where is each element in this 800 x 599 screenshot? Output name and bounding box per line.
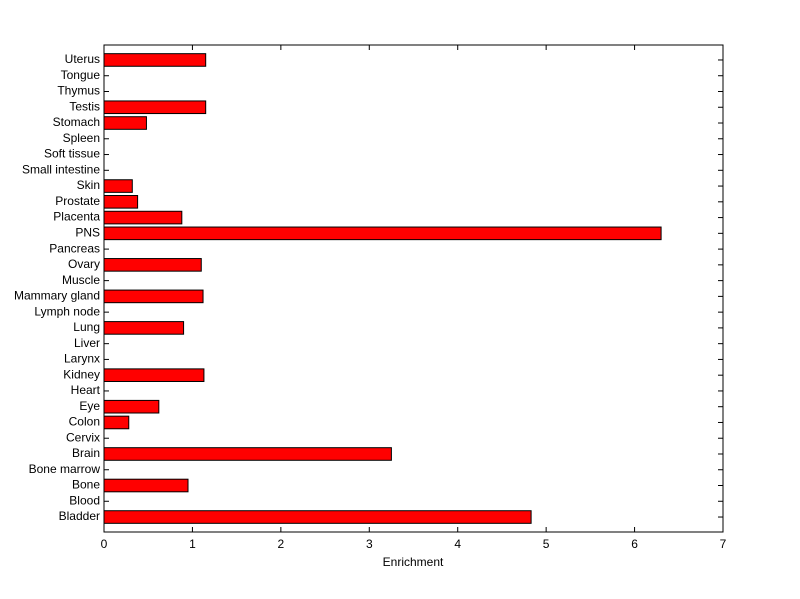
y-tick-label: Eye	[79, 399, 100, 413]
x-tick-label: 5	[543, 537, 550, 551]
y-tick-label: Larynx	[64, 352, 100, 366]
y-tick-label: Ovary	[68, 257, 100, 271]
y-tick-label: Tongue	[61, 68, 101, 82]
y-tick-label: Placenta	[53, 210, 100, 224]
x-tick-label: 0	[101, 537, 108, 551]
y-tick-label: Liver	[74, 336, 100, 350]
bar	[103, 258, 202, 272]
y-tick-label: Soft tissue	[44, 147, 100, 161]
y-tick-label: Thymus	[57, 84, 100, 98]
bar	[103, 399, 160, 414]
bar	[103, 116, 147, 130]
x-tick-label: 1	[189, 537, 196, 551]
y-tick-label: Mammary gland	[14, 289, 100, 303]
y-tick-label: Prostate	[55, 194, 100, 208]
bar	[103, 100, 207, 115]
y-tick-label: Skin	[77, 178, 100, 192]
x-tick-label: 2	[278, 537, 285, 551]
y-tick-label: Spleen	[63, 131, 100, 145]
y-tick-label: Lymph node	[34, 304, 100, 318]
bar	[103, 321, 185, 335]
bar	[103, 289, 204, 304]
bar	[103, 368, 205, 382]
y-tick-label: Brain	[72, 446, 100, 460]
bar	[103, 53, 207, 67]
plot-frame	[103, 44, 724, 533]
x-tick-label: 4	[454, 537, 461, 551]
y-tick-label: PNS	[75, 226, 100, 240]
y-tick-label: Uterus	[65, 52, 100, 66]
bar	[103, 226, 662, 241]
y-tick-label: Heart	[71, 383, 101, 397]
y-tick-label: Blood	[69, 493, 100, 507]
bar	[103, 447, 392, 461]
y-tick-label: Small intestine	[22, 162, 100, 176]
x-tick-label: 6	[631, 537, 638, 551]
y-tick-label: Colon	[69, 415, 100, 429]
bar	[103, 415, 130, 430]
x-axis-label: Enrichment	[383, 555, 444, 569]
y-tick-label: Bladder	[59, 509, 100, 523]
x-tick-label: 3	[366, 537, 373, 551]
y-tick-label: Stomach	[53, 115, 100, 129]
bar	[103, 179, 133, 193]
y-tick-label: Lung	[73, 320, 100, 334]
bar	[103, 195, 139, 209]
bar	[103, 510, 532, 524]
bar	[103, 478, 189, 493]
y-tick-label: Cervix	[66, 430, 100, 444]
y-tick-label: Pancreas	[49, 241, 100, 255]
y-tick-label: Kidney	[63, 367, 100, 381]
y-tick-label: Bone	[72, 478, 100, 492]
y-tick-label: Testis	[69, 99, 100, 113]
x-tick-label: 7	[720, 537, 727, 551]
bar	[103, 210, 183, 225]
y-tick-label: Muscle	[62, 273, 100, 287]
y-tick-label: Bone marrow	[29, 462, 101, 476]
